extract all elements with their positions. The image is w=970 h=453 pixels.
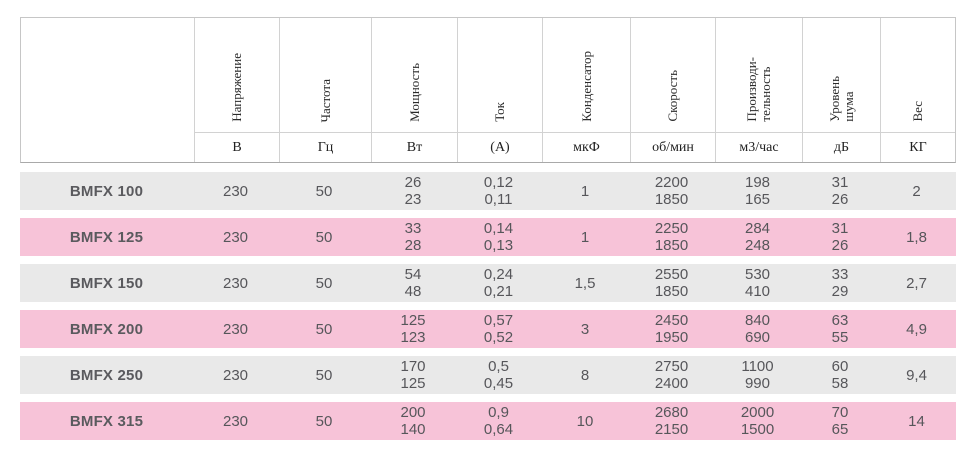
model-cell: BMFX 250 xyxy=(69,366,144,384)
weight-cell: 14 xyxy=(908,412,925,430)
power-cell: 54 48 xyxy=(404,266,422,300)
column-header-weight: Вес xyxy=(880,18,955,132)
table-body: BMFX 100 230 50 26 23 0,12 0,11 1 2200 1… xyxy=(20,172,956,440)
weight-cell: 1,8 xyxy=(906,228,927,246)
noise-cell: 60 58 xyxy=(831,358,849,392)
spec-table: Напряжение Частота Мощность Ток Конденса… xyxy=(20,17,956,448)
unit-noise: дБ xyxy=(802,132,880,162)
model-cell: BMFX 150 xyxy=(69,274,144,292)
airflow-cell: 198 165 xyxy=(744,174,771,208)
voltage-cell: 230 xyxy=(222,366,249,384)
unit-weight: КГ xyxy=(880,132,955,162)
model-cell: BMFX 125 xyxy=(69,228,144,246)
frequency-cell: 50 xyxy=(315,182,333,200)
column-header-capacitor-label: Конденсатор xyxy=(578,51,594,122)
frequency-cell: 50 xyxy=(315,366,333,384)
capacitor-cell: 10 xyxy=(576,412,594,430)
column-header-model xyxy=(21,18,194,162)
column-header-noise: Уровень шума xyxy=(802,18,880,132)
table-row: BMFX 150 230 50 54 48 0,24 0,21 1,5 2550… xyxy=(20,264,956,302)
power-cell: 125 123 xyxy=(400,312,426,346)
noise-cell: 63 55 xyxy=(831,312,849,346)
table-row: BMFX 100 230 50 26 23 0,12 0,11 1 2200 1… xyxy=(20,172,956,210)
weight-cell: 9,4 xyxy=(906,366,927,384)
current-cell: 0,57 0,52 xyxy=(483,312,514,346)
voltage-cell: 230 xyxy=(222,228,249,246)
unit-frequency: Гц xyxy=(279,132,371,162)
column-header-noise-label: Уровень шума xyxy=(826,76,856,122)
unit-speed: об/мин xyxy=(630,132,715,162)
voltage-cell: 230 xyxy=(222,274,249,292)
table-row: BMFX 315 230 50 200 140 0,9 0,64 10 2680… xyxy=(20,402,956,440)
voltage-cell: 230 xyxy=(222,412,249,430)
airflow-cell: 2000 1500 xyxy=(740,404,775,438)
capacitor-cell: 1 xyxy=(580,228,590,246)
frequency-cell: 50 xyxy=(315,412,333,430)
power-cell: 26 23 xyxy=(404,174,422,208)
weight-cell: 4,9 xyxy=(906,320,927,338)
capacitor-cell: 3 xyxy=(580,320,590,338)
power-cell: 170 125 xyxy=(400,358,426,392)
noise-cell: 70 65 xyxy=(831,404,849,438)
weight-cell: 2,7 xyxy=(906,274,927,292)
capacitor-cell: 1 xyxy=(580,182,590,200)
column-header-current-label: Ток xyxy=(492,102,507,122)
table-row: BMFX 125 230 50 33 28 0,14 0,13 1 2250 1… xyxy=(20,218,956,256)
model-cell: BMFX 100 xyxy=(69,182,144,200)
frequency-cell: 50 xyxy=(315,228,333,246)
column-header-current: Ток xyxy=(457,18,542,132)
unit-voltage: В xyxy=(194,132,279,162)
current-cell: 0,24 0,21 xyxy=(483,266,514,300)
unit-current: (А) xyxy=(457,132,542,162)
column-header-voltage-label: Напряжение xyxy=(229,53,244,122)
column-header-weight-label: Вес xyxy=(910,101,925,122)
current-cell: 0,14 0,13 xyxy=(483,220,514,254)
noise-cell: 33 29 xyxy=(831,266,849,300)
model-cell: BMFX 315 xyxy=(69,412,144,430)
column-header-airflow-label: Производи- тельность xyxy=(744,57,773,122)
airflow-cell: 1100 990 xyxy=(741,358,774,392)
column-header-speed: Скорость xyxy=(630,18,715,132)
speed-cell: 2200 1850 xyxy=(654,174,689,208)
voltage-cell: 230 xyxy=(222,182,249,200)
power-cell: 33 28 xyxy=(404,220,422,254)
column-header-power-label: Мощность xyxy=(406,63,422,122)
column-header-frequency-label: Частота xyxy=(317,78,333,122)
current-cell: 0,12 0,11 xyxy=(483,174,514,208)
speed-cell: 2550 1850 xyxy=(654,266,689,300)
noise-cell: 31 26 xyxy=(831,220,849,254)
current-cell: 0,9 0,64 xyxy=(483,404,514,438)
column-header-power: Мощность xyxy=(371,18,457,132)
column-header-voltage: Напряжение xyxy=(194,18,279,132)
unit-capacitor: мкФ xyxy=(542,132,630,162)
unit-power: Вт xyxy=(371,132,457,162)
noise-cell: 31 26 xyxy=(831,174,849,208)
column-header-frequency: Частота xyxy=(279,18,371,132)
frequency-cell: 50 xyxy=(315,274,333,292)
table-row: BMFX 200 230 50 125 123 0,57 0,52 3 2450… xyxy=(20,310,956,348)
current-cell: 0,5 0,45 xyxy=(483,358,514,392)
table-header: Напряжение Частота Мощность Ток Конденса… xyxy=(20,17,956,163)
capacitor-cell: 8 xyxy=(580,366,590,384)
column-header-speed-label: Скорость xyxy=(665,70,680,122)
airflow-cell: 530 410 xyxy=(744,266,771,300)
unit-airflow: м3/час xyxy=(715,132,802,162)
voltage-cell: 230 xyxy=(222,320,249,338)
airflow-cell: 840 690 xyxy=(744,312,771,346)
speed-cell: 2250 1850 xyxy=(654,220,689,254)
frequency-cell: 50 xyxy=(315,320,333,338)
weight-cell: 2 xyxy=(912,182,921,200)
column-header-capacitor: Конденсатор xyxy=(542,18,630,132)
model-cell: BMFX 200 xyxy=(69,320,144,338)
speed-cell: 2750 2400 xyxy=(654,358,689,392)
column-header-airflow: Производи- тельность xyxy=(715,18,802,132)
airflow-cell: 284 248 xyxy=(744,220,771,254)
speed-cell: 2680 2150 xyxy=(654,404,689,438)
speed-cell: 2450 1950 xyxy=(654,312,689,346)
capacitor-cell: 1,5 xyxy=(574,274,596,292)
table-row: BMFX 250 230 50 170 125 0,5 0,45 8 2750 … xyxy=(20,356,956,394)
power-cell: 200 140 xyxy=(400,404,426,438)
